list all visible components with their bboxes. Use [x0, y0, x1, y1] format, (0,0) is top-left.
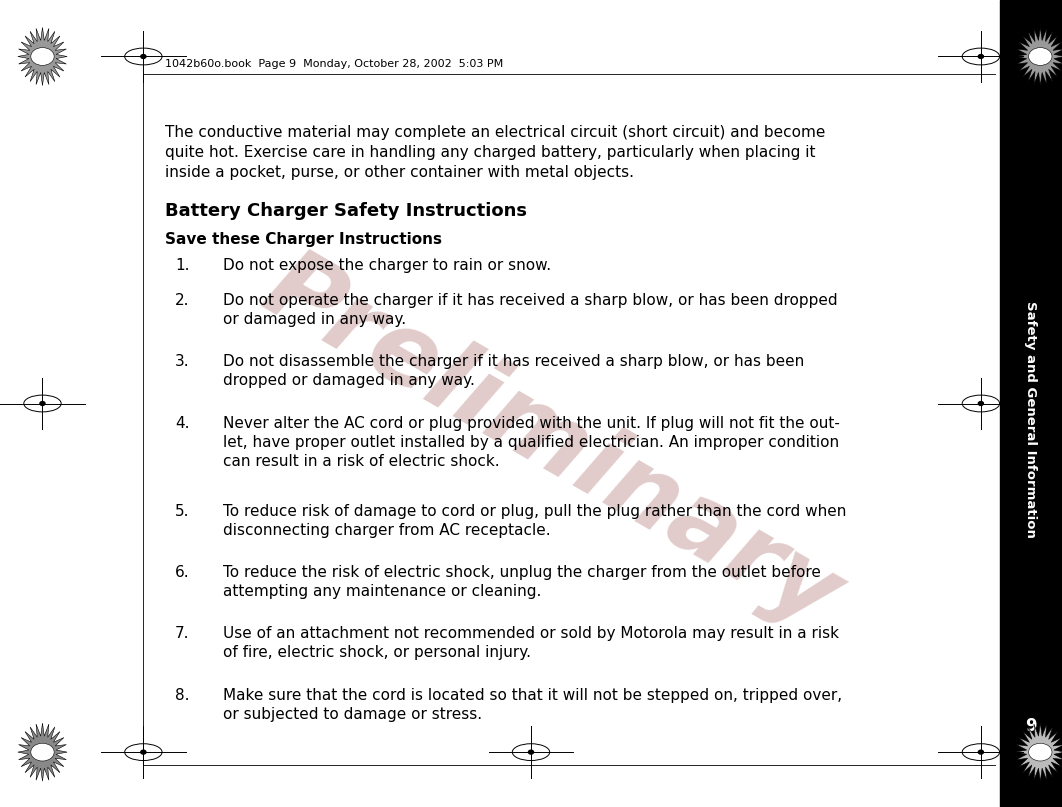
Text: Do not disassemble the charger if it has received a sharp blow, or has been
drop: Do not disassemble the charger if it has…: [223, 354, 804, 388]
Text: Make sure that the cord is located so that it will not be stepped on, tripped ov: Make sure that the cord is located so th…: [223, 688, 842, 721]
Text: 5.: 5.: [175, 504, 190, 519]
Text: Use of an attachment not recommended or sold by Motorola may result in a risk
of: Use of an attachment not recommended or …: [223, 626, 839, 660]
Polygon shape: [18, 27, 67, 86]
Text: The conductive material may complete an electrical circuit (short circuit) and b: The conductive material may complete an …: [165, 125, 825, 180]
Text: 4.: 4.: [175, 416, 190, 431]
Text: Do not operate the charger if it has received a sharp blow, or has been dropped
: Do not operate the charger if it has rec…: [223, 293, 838, 327]
Text: 6.: 6.: [175, 565, 190, 580]
Text: 7.: 7.: [175, 626, 190, 642]
Text: 2.: 2.: [175, 293, 190, 308]
Text: Battery Charger Safety Instructions: Battery Charger Safety Instructions: [165, 202, 527, 220]
Circle shape: [978, 751, 983, 754]
Circle shape: [31, 48, 54, 65]
Text: 3.: 3.: [175, 354, 190, 370]
Circle shape: [141, 751, 145, 754]
Text: 9: 9: [1025, 717, 1037, 735]
Text: Preliminary: Preliminary: [247, 240, 857, 648]
Circle shape: [978, 55, 983, 58]
Polygon shape: [18, 723, 67, 781]
Text: To reduce the risk of electric shock, unplug the charger from the outlet before
: To reduce the risk of electric shock, un…: [223, 565, 821, 599]
Text: To reduce risk of damage to cord or plug, pull the plug rather than the cord whe: To reduce risk of damage to cord or plug…: [223, 504, 846, 537]
Text: Save these Charger Instructions: Save these Charger Instructions: [165, 232, 442, 248]
Circle shape: [40, 402, 45, 405]
Text: 1042b60o.book  Page 9  Monday, October 28, 2002  5:03 PM: 1042b60o.book Page 9 Monday, October 28,…: [165, 59, 503, 69]
Text: Safety and General Information: Safety and General Information: [1025, 301, 1038, 538]
Bar: [1000, 0, 1062, 807]
Circle shape: [141, 55, 145, 58]
Circle shape: [1029, 48, 1052, 65]
Text: Do not expose the charger to rain or snow.: Do not expose the charger to rain or sno…: [223, 258, 551, 274]
Polygon shape: [1015, 27, 1062, 86]
Circle shape: [978, 402, 983, 405]
Circle shape: [1029, 743, 1052, 761]
Text: Never alter the AC cord or plug provided with the unit. If plug will not fit the: Never alter the AC cord or plug provided…: [223, 416, 840, 469]
Polygon shape: [1015, 723, 1062, 781]
Circle shape: [31, 743, 54, 761]
Circle shape: [529, 751, 533, 754]
Text: 8.: 8.: [175, 688, 190, 703]
Text: 1.: 1.: [175, 258, 190, 274]
